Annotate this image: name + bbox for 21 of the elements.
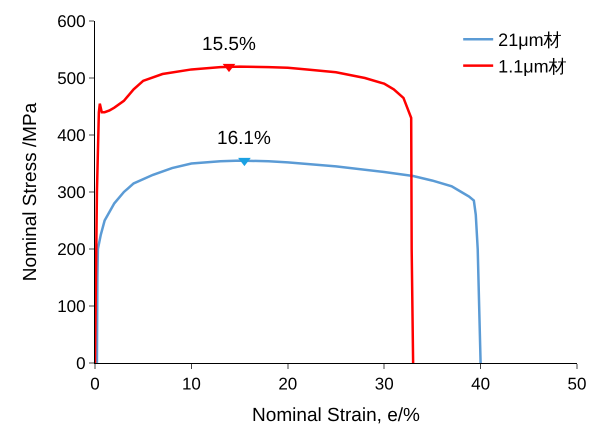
annotation: 15.5%: [202, 34, 256, 55]
x-tick-label: 10: [182, 374, 201, 394]
legend-label: 1.1μm材: [498, 56, 567, 77]
y-tick-label: 300: [57, 182, 86, 202]
x-tick-label: 40: [471, 374, 490, 394]
y-tick-label: 400: [57, 126, 86, 145]
y-tick-label: 100: [57, 296, 86, 316]
y-axis-title: Nominal Stress /MPa: [20, 102, 42, 282]
line-series: [95, 65, 414, 363]
x-tick-label: 20: [278, 374, 298, 394]
y-tick-label: 200: [57, 240, 86, 259]
x-tick-label: 30: [374, 374, 394, 394]
x-tick-label: 0: [90, 374, 100, 394]
y-tick-label: 600: [57, 12, 86, 31]
x-axis-title: Nominal Strain, e/%: [252, 405, 420, 426]
annotation: 16.1%: [217, 128, 271, 149]
legend-label: 21μm材: [498, 30, 562, 50]
y-tick-label: 0: [76, 354, 86, 373]
line-series: [96, 159, 482, 363]
y-tick-label: 500: [57, 68, 86, 88]
x-tick-label: 50: [568, 374, 586, 394]
